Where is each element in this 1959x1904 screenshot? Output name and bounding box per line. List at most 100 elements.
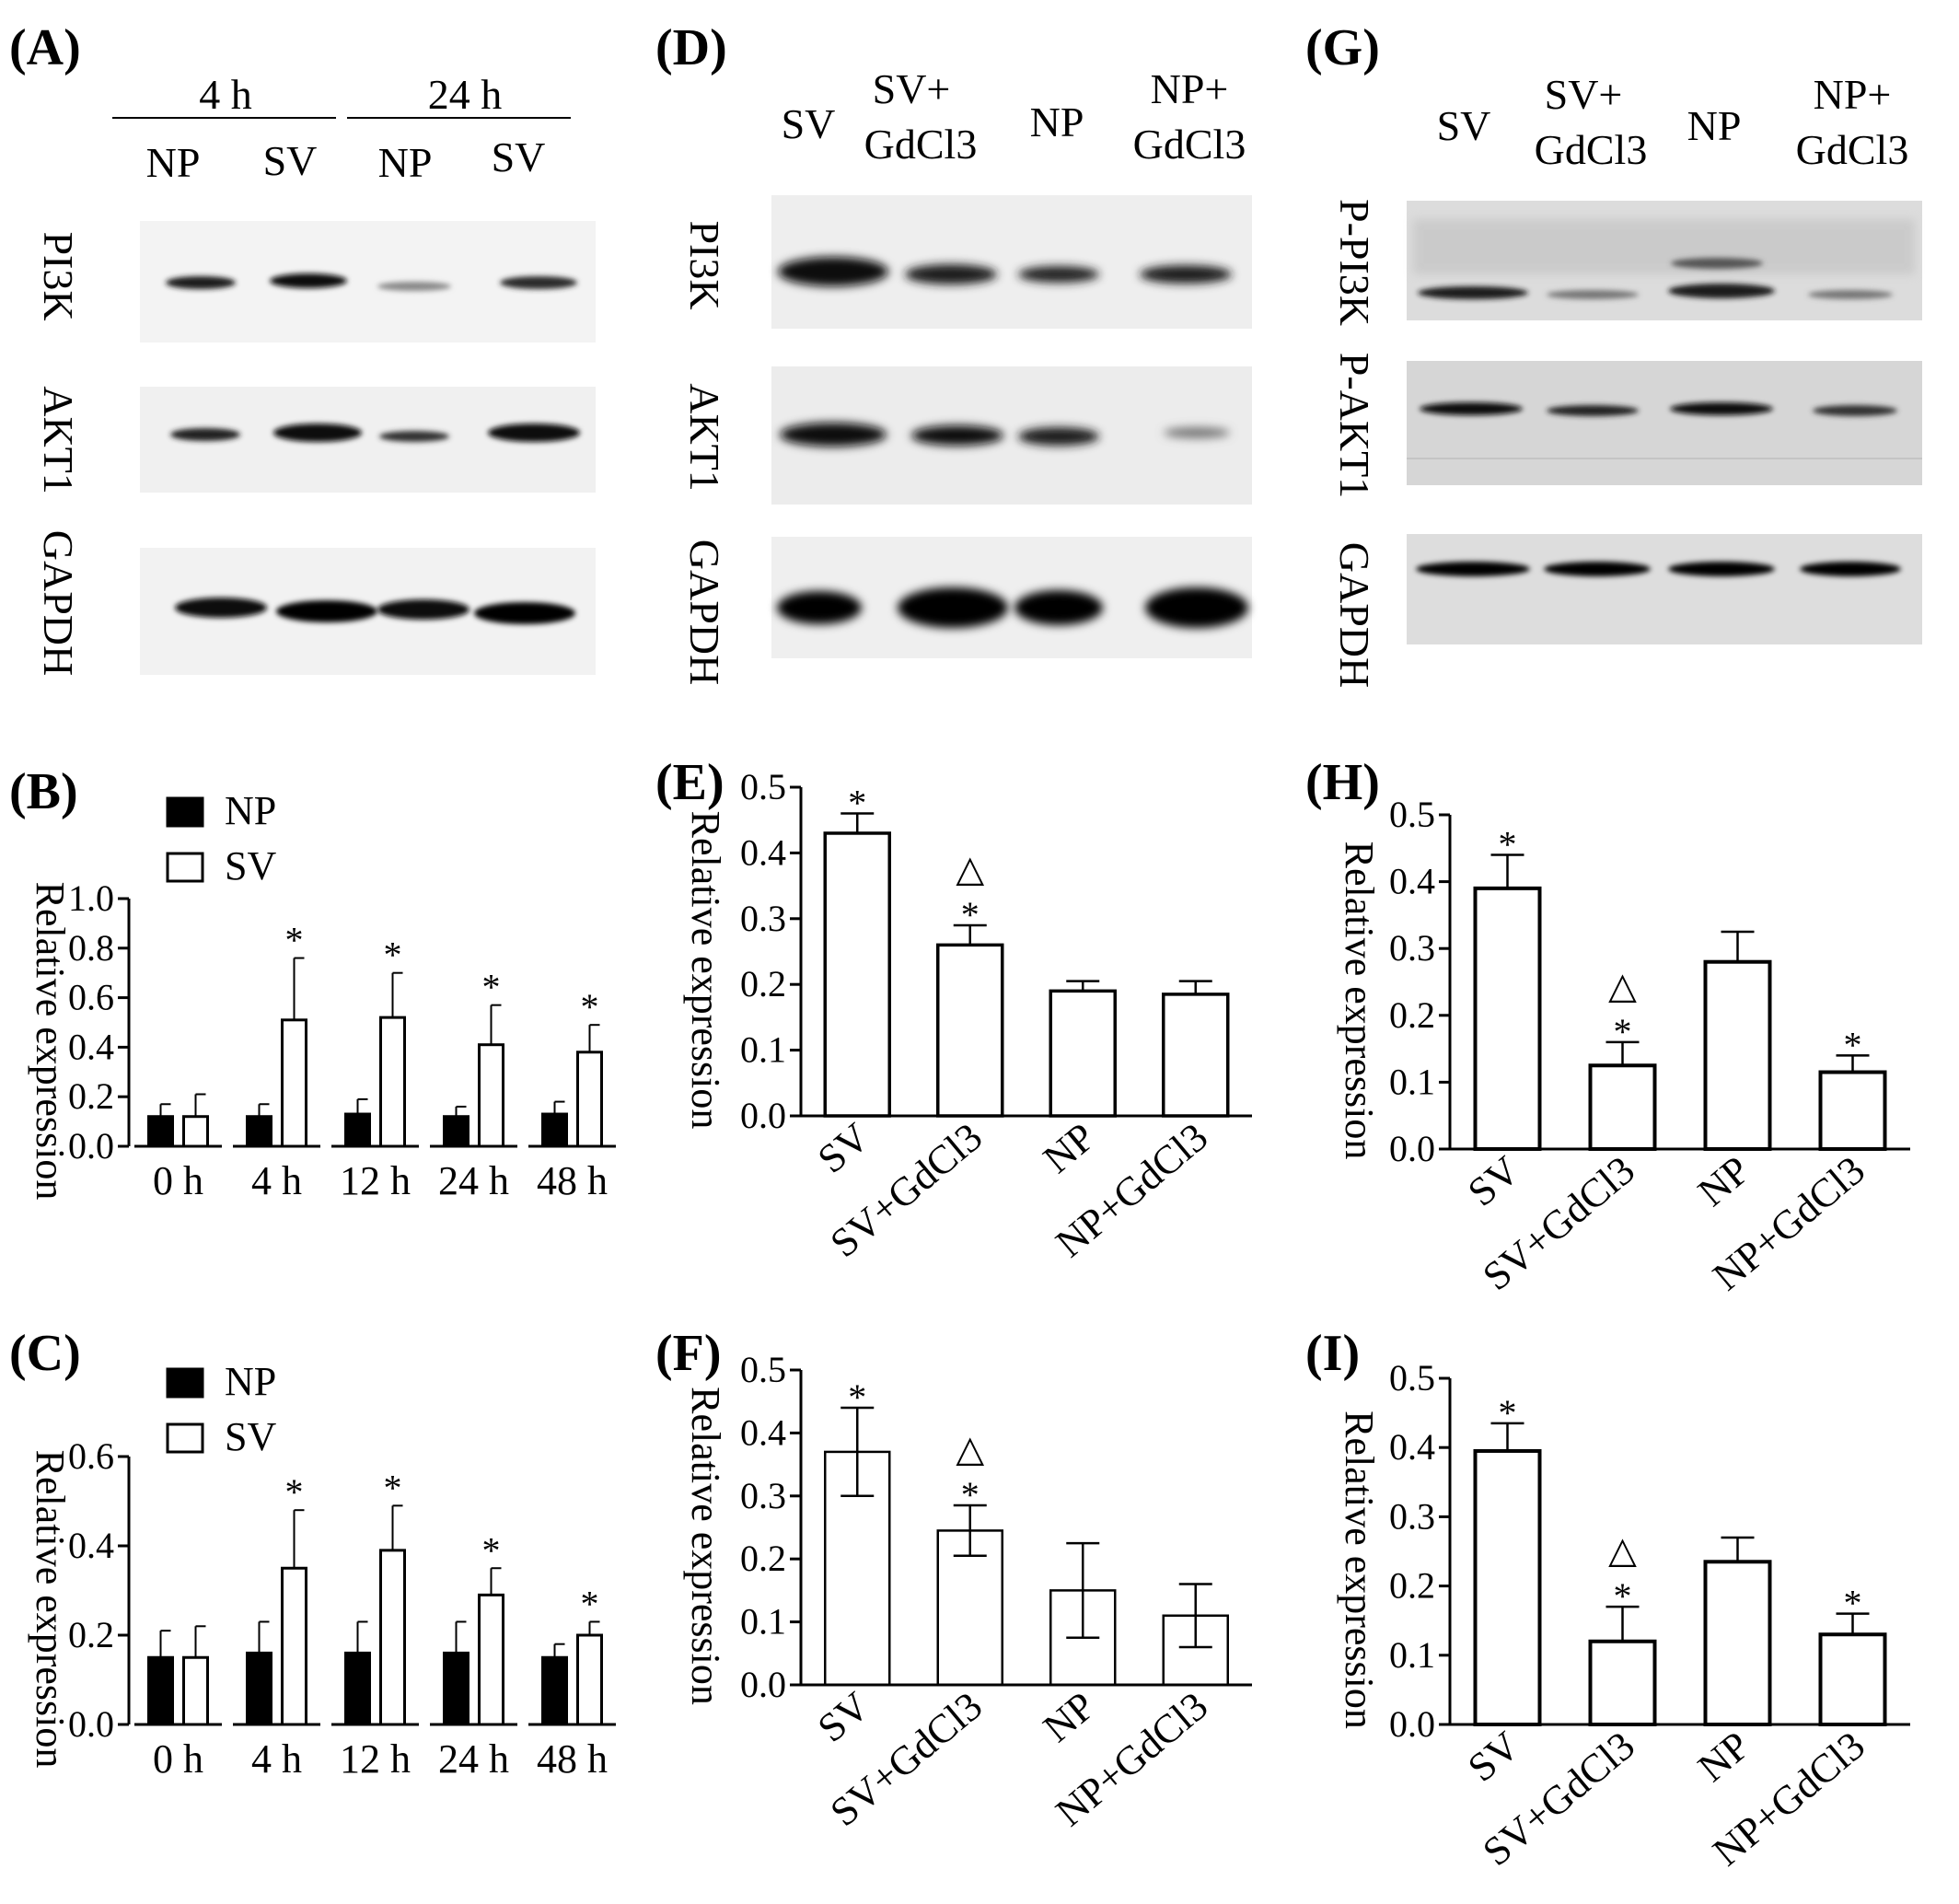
blot-d: SV SV+ GdCl3 NP NP+ GdCl3 PI3K AKT1 GAPD… <box>681 65 1252 685</box>
significance-mark: * <box>482 1529 501 1571</box>
x-category-label: 4 h <box>251 1736 302 1782</box>
y-tick-label: 0.1 <box>740 1029 786 1071</box>
panel-label-f: (F) <box>655 1325 722 1382</box>
y-tick-label: 0.5 <box>1389 1357 1435 1399</box>
significance-mark: * <box>285 1471 304 1513</box>
x-category-label: 24 h <box>438 1158 509 1203</box>
blot-membrane <box>1407 361 1922 485</box>
x-category-label: 48 h <box>537 1736 608 1782</box>
lane-label: NP+ <box>1151 65 1229 112</box>
bar <box>823 831 891 1118</box>
bar <box>1818 1070 1887 1152</box>
bar <box>1162 1614 1229 1687</box>
y-tick-label: 0.3 <box>1389 927 1435 969</box>
bar-np <box>344 1651 371 1726</box>
row-label-p-akt1: P-AKT1 <box>1331 353 1378 498</box>
significance-triangle: △ <box>956 1428 984 1469</box>
blot-g: SV SV+ GdCl3 NP NP+ GdCl3 P-PI3K P-AKT1 <box>1331 71 1922 688</box>
y-tick-label: 0.1 <box>740 1601 786 1643</box>
bar-np <box>147 1115 174 1148</box>
protein-bands <box>777 257 1248 628</box>
x-category-label: 0 h <box>153 1736 203 1782</box>
bar <box>1473 1448 1542 1726</box>
bar-sv <box>478 1043 504 1148</box>
row-label-pi3k: PI3K <box>35 231 82 320</box>
chart-c: 0.0 0.2 0.4 0.6 0 h * 4 h * 12 h * 24 h * 48 h Relati… <box>28 1359 616 1782</box>
legend-label-np: NP <box>225 788 276 833</box>
y-tick-label: 0.4 <box>740 831 786 873</box>
blot-a: 4 h 24 h NP SV NP SV PI3K AKT1 GAPDH <box>35 71 596 676</box>
bar-sv <box>576 1051 603 1148</box>
y-tick-label: 0.5 <box>740 1349 786 1390</box>
lane-label: GdCl3 <box>1133 121 1246 168</box>
significance-mark: * <box>581 1583 599 1624</box>
significance-triangle: △ <box>1608 1529 1637 1571</box>
lane-label: NP <box>1030 99 1084 145</box>
bar-np <box>443 1651 469 1726</box>
legend-swatch-sv <box>166 852 204 883</box>
lane-label: NP <box>378 139 433 186</box>
y-tick-label: 0.4 <box>68 1026 114 1067</box>
significance-star: * <box>1614 1575 1632 1617</box>
legend-swatch-np <box>166 1367 204 1399</box>
chart-e: 0.00.10.20.30.40.5 *SV*△SV+GdCl3 NPNP+GdCl… <box>683 766 1252 1266</box>
significance-mark: * <box>581 986 599 1027</box>
x-category-label: 12 h <box>340 1736 411 1782</box>
y-tick-label: 0.0 <box>740 1664 786 1705</box>
x-category-label: SV <box>1459 1723 1528 1791</box>
y-axis-label: Relative expression <box>28 1450 73 1769</box>
bar-np <box>443 1115 469 1148</box>
row-label-gapdh: GAPDH <box>1331 542 1378 688</box>
y-axis-label: Relative expression <box>28 882 73 1201</box>
panel-label-b: (B) <box>9 763 78 820</box>
significance-mark: * <box>482 967 501 1008</box>
y-tick-label: 0.3 <box>740 1475 786 1516</box>
bar-sv <box>182 1655 209 1726</box>
x-category-label: 0 h <box>153 1158 203 1203</box>
y-axis-label: Relative expression <box>683 811 728 1130</box>
x-category-label: NP <box>1689 1723 1758 1791</box>
protein-bands <box>1413 219 1915 576</box>
bar-sv <box>379 1016 406 1148</box>
y-tick-label: 1.0 <box>68 877 114 919</box>
lane-label: GdCl3 <box>864 121 978 168</box>
group-label-4h: 4 h <box>199 71 252 118</box>
bar <box>1049 989 1117 1118</box>
legend-label-np: NP <box>225 1359 276 1404</box>
bar <box>1162 993 1230 1118</box>
bar <box>1703 1560 1772 1727</box>
panel-label-a: (A) <box>9 19 81 76</box>
legend-swatch-sv <box>166 1422 204 1454</box>
significance-triangle: △ <box>956 848 984 889</box>
significance-star: * <box>961 1474 980 1515</box>
y-tick-label: 0.6 <box>68 1435 114 1477</box>
panel-label-d: (D) <box>655 19 727 76</box>
significance-star: * <box>1844 1024 1862 1065</box>
legend-label-sv: SV <box>225 1414 276 1459</box>
y-tick-label: 0.2 <box>1389 1565 1435 1607</box>
x-category-label: 12 h <box>340 1158 411 1203</box>
bar-np <box>344 1112 371 1148</box>
significance-star: * <box>848 1376 866 1418</box>
x-category-label: 24 h <box>438 1736 509 1782</box>
row-label-p-pi3k: P-PI3K <box>1331 199 1378 326</box>
row-label-akt1: AKT1 <box>35 386 82 494</box>
bar-sv <box>281 1566 307 1726</box>
bar <box>1818 1632 1887 1726</box>
x-category-label: 48 h <box>537 1158 608 1203</box>
y-tick-label: 0.4 <box>1389 1426 1435 1468</box>
legend-swatch-np <box>166 796 204 828</box>
significance-star: * <box>1844 1583 1862 1624</box>
x-category-label: SV <box>809 1114 878 1182</box>
bar <box>824 1450 891 1687</box>
significance-star: * <box>1614 1011 1632 1052</box>
y-tick-label: 0.0 <box>1389 1128 1435 1169</box>
significance-mark: * <box>384 935 402 976</box>
panel-label-e: (E) <box>655 754 724 811</box>
x-category-label: SV <box>1459 1147 1528 1215</box>
bar <box>1588 1063 1657 1151</box>
x-category-label: NP <box>1689 1147 1758 1215</box>
y-tick-label: 0.0 <box>68 1125 114 1167</box>
bar <box>936 943 1004 1118</box>
significance-mark: * <box>384 1467 402 1508</box>
